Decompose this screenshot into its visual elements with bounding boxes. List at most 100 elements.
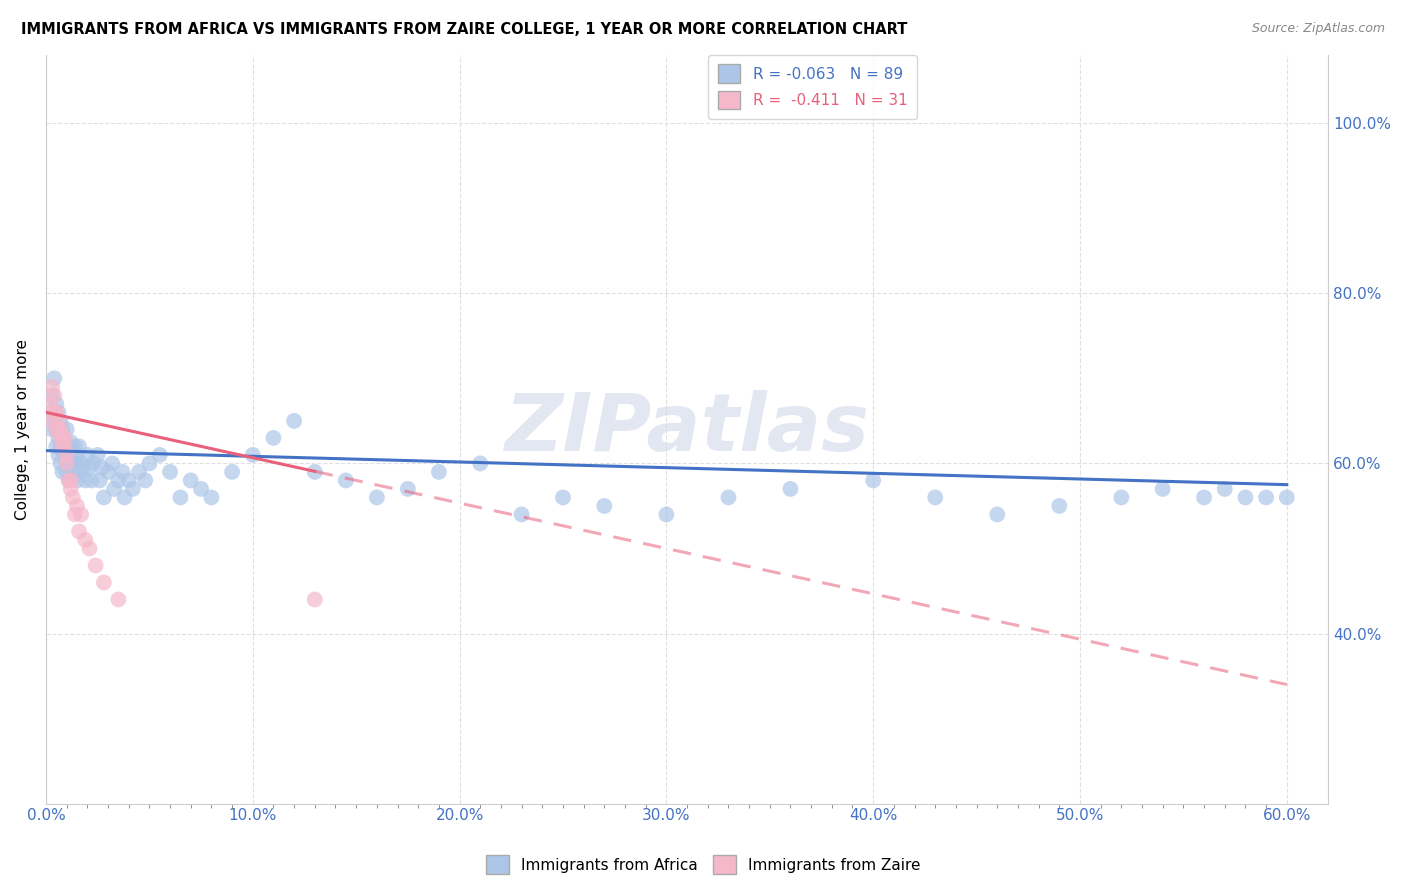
Text: IMMIGRANTS FROM AFRICA VS IMMIGRANTS FROM ZAIRE COLLEGE, 1 YEAR OR MORE CORRELAT: IMMIGRANTS FROM AFRICA VS IMMIGRANTS FRO…: [21, 22, 907, 37]
Point: [76, 448, 98, 462]
Point: [67, 439, 90, 453]
Point: [103, 482, 125, 496]
Point: [58, 474, 80, 488]
Point: [924, 491, 946, 505]
Point: [779, 482, 801, 496]
Point: [1213, 482, 1236, 496]
Point: [44, 414, 66, 428]
Point: [41, 414, 63, 428]
Point: [114, 491, 136, 505]
Point: [66, 474, 89, 488]
Point: [1192, 491, 1215, 505]
Point: [67, 524, 90, 539]
Point: [242, 448, 264, 462]
Point: [84, 558, 107, 573]
Point: [97, 465, 120, 479]
Point: [1047, 499, 1070, 513]
Point: [593, 499, 616, 513]
Point: [58, 474, 80, 488]
Point: [427, 465, 450, 479]
Point: [510, 508, 533, 522]
Point: [63, 439, 86, 453]
Point: [149, 448, 172, 462]
Point: [89, 474, 111, 488]
Point: [44, 371, 66, 385]
Point: [44, 405, 66, 419]
Point: [66, 448, 89, 462]
Point: [66, 499, 89, 513]
Legend: Immigrants from Africa, Immigrants from Zaire: Immigrants from Africa, Immigrants from …: [479, 849, 927, 880]
Point: [53, 448, 76, 462]
Point: [51, 422, 73, 436]
Point: [67, 465, 90, 479]
Point: [45, 422, 67, 436]
Point: [63, 457, 86, 471]
Point: [304, 465, 326, 479]
Point: [48, 448, 70, 462]
Point: [48, 422, 70, 436]
Point: [93, 491, 115, 505]
Point: [58, 452, 80, 467]
Point: [107, 474, 129, 488]
Point: [75, 474, 97, 488]
Point: [75, 533, 97, 547]
Point: [79, 541, 101, 556]
Point: [39, 405, 62, 419]
Point: [45, 405, 67, 419]
Point: [138, 457, 160, 471]
Text: ZIPatlas: ZIPatlas: [505, 391, 869, 468]
Legend: R = -0.063   N = 89, R =  -0.411   N = 31: R = -0.063 N = 89, R = -0.411 N = 31: [709, 55, 917, 119]
Point: [118, 474, 141, 488]
Point: [335, 474, 357, 488]
Point: [169, 491, 191, 505]
Point: [45, 439, 67, 453]
Point: [59, 457, 82, 471]
Point: [190, 482, 212, 496]
Point: [221, 465, 243, 479]
Point: [70, 508, 93, 522]
Point: [90, 460, 112, 475]
Point: [51, 465, 73, 479]
Point: [1111, 491, 1133, 505]
Point: [86, 448, 108, 462]
Point: [62, 443, 84, 458]
Point: [470, 457, 492, 471]
Point: [48, 414, 70, 428]
Point: [55, 448, 77, 462]
Point: [304, 592, 326, 607]
Point: [283, 414, 305, 428]
Point: [1234, 491, 1257, 505]
Point: [83, 457, 105, 471]
Point: [101, 457, 124, 471]
Point: [49, 431, 72, 445]
Point: [80, 474, 103, 488]
Point: [986, 508, 1008, 522]
Point: [396, 482, 419, 496]
Point: [55, 448, 77, 462]
Point: [107, 592, 129, 607]
Point: [200, 491, 222, 505]
Point: [55, 465, 77, 479]
Point: [134, 474, 156, 488]
Point: [655, 508, 678, 522]
Point: [44, 388, 66, 402]
Point: [1254, 491, 1277, 505]
Point: [41, 388, 63, 402]
Point: [63, 508, 86, 522]
Point: [121, 482, 143, 496]
Point: [551, 491, 574, 505]
Point: [51, 431, 73, 445]
Point: [79, 460, 101, 475]
Point: [48, 431, 70, 445]
Point: [59, 435, 82, 450]
Point: [53, 435, 76, 450]
Point: [59, 482, 82, 496]
Point: [70, 457, 93, 471]
Point: [49, 457, 72, 471]
Point: [51, 443, 73, 458]
Point: [1275, 491, 1298, 505]
Point: [48, 405, 70, 419]
Point: [59, 474, 82, 488]
Point: [41, 422, 63, 436]
Point: [41, 380, 63, 394]
